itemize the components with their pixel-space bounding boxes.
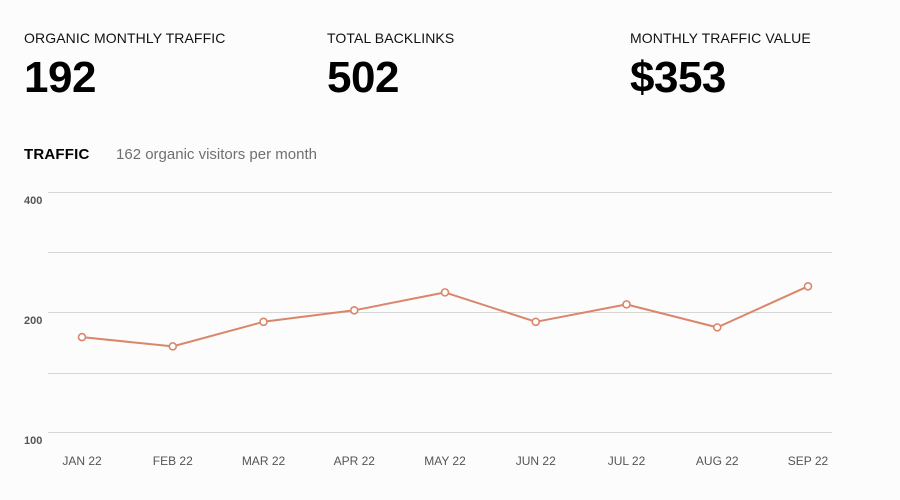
stat-monthly-traffic-value: MONTHLY TRAFFIC VALUE $353 — [630, 30, 811, 100]
x-tick-label: JAN 22 — [62, 454, 102, 468]
stat-label: MONTHLY TRAFFIC VALUE — [630, 30, 811, 46]
stat-organic-monthly-traffic: ORGANIC MONTHLY TRAFFIC 192 — [24, 30, 225, 100]
traffic-point — [440, 288, 450, 297]
x-tick-label: JUN 22 — [516, 454, 556, 468]
x-tick-label: MAY 22 — [424, 454, 466, 468]
y-tick-label: 100 — [24, 435, 42, 447]
traffic-title: TRAFFIC — [24, 146, 90, 163]
y-axis-ticks: 400 200 100 — [24, 195, 42, 447]
x-tick-label: MAR 22 — [242, 454, 286, 468]
x-axis-ticks: JAN 22 FEB 22 MAR 22 APR 22 MAY 22 JUN 22 JUL … — [62, 454, 828, 468]
x-tick-label: FEB 22 — [153, 454, 193, 468]
traffic-point — [259, 317, 268, 327]
traffic-point — [531, 317, 541, 327]
x-tick-label: APR 22 — [334, 454, 376, 468]
traffic-point — [349, 305, 359, 315]
x-tick-label: JUL 22 — [608, 454, 646, 468]
stat-total-backlinks: TOTAL BACKLINKS 502 — [327, 30, 454, 100]
x-tick-label: SEP 22 — [788, 454, 829, 468]
traffic-subtitle: 162 organic visitors per month — [116, 146, 317, 163]
stat-label: ORGANIC MONTHLY TRAFFIC — [24, 30, 226, 46]
traffic-points — [77, 282, 813, 351]
y-tick-label: 400 — [24, 195, 42, 207]
traffic-point — [168, 342, 178, 351]
stat-value: 502 — [327, 53, 399, 102]
stat-label: TOTAL BACKLINKS — [327, 30, 455, 46]
traffic-point — [77, 332, 87, 342]
traffic-point — [622, 300, 631, 309]
traffic-point — [803, 282, 813, 291]
stat-value: 192 — [24, 53, 96, 102]
traffic-point — [712, 323, 722, 332]
x-tick-label: AUG 22 — [696, 454, 739, 468]
y-tick-label: 200 — [24, 315, 42, 327]
traffic-section-header: TRAFFIC 162 organic visitors per month — [24, 146, 317, 164]
stat-value: $353 — [630, 53, 726, 102]
chart-gridlines — [48, 192, 832, 433]
